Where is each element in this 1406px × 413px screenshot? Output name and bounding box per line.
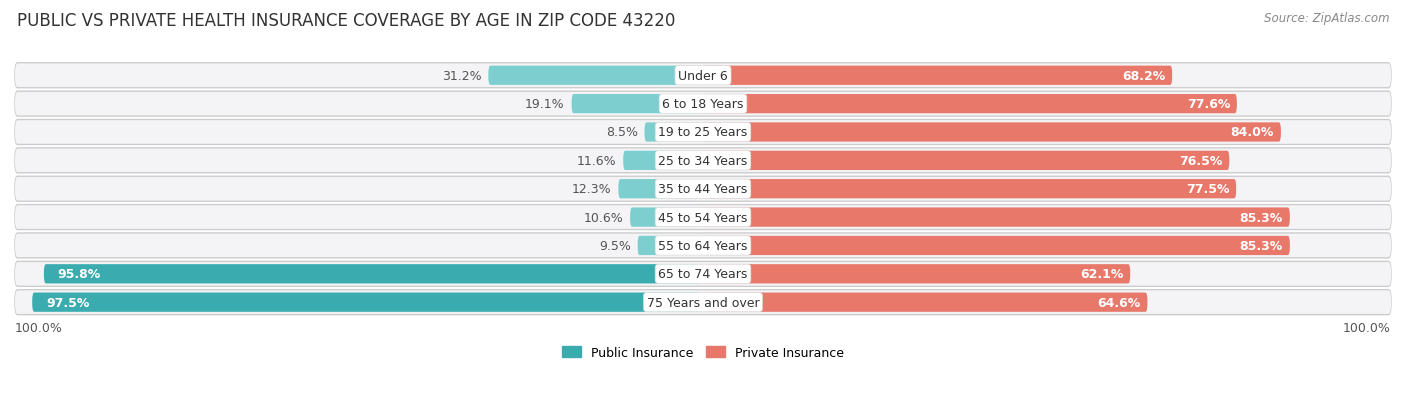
FancyBboxPatch shape — [703, 151, 1229, 171]
FancyBboxPatch shape — [15, 150, 1391, 173]
FancyBboxPatch shape — [703, 264, 1130, 284]
Text: 6 to 18 Years: 6 to 18 Years — [662, 98, 744, 111]
Text: Under 6: Under 6 — [678, 69, 728, 83]
FancyBboxPatch shape — [15, 93, 1391, 116]
FancyBboxPatch shape — [15, 120, 1391, 145]
Text: 64.6%: 64.6% — [1097, 296, 1140, 309]
Text: 84.0%: 84.0% — [1230, 126, 1274, 139]
FancyBboxPatch shape — [15, 121, 1391, 144]
FancyBboxPatch shape — [15, 149, 1391, 173]
Text: 11.6%: 11.6% — [576, 154, 616, 167]
Text: 31.2%: 31.2% — [441, 69, 481, 83]
Text: 85.3%: 85.3% — [1240, 211, 1284, 224]
Text: 97.5%: 97.5% — [46, 296, 90, 309]
Text: 19.1%: 19.1% — [524, 98, 565, 111]
FancyBboxPatch shape — [15, 178, 1391, 201]
FancyBboxPatch shape — [644, 123, 703, 142]
FancyBboxPatch shape — [703, 208, 1289, 227]
Text: 62.1%: 62.1% — [1080, 268, 1123, 280]
FancyBboxPatch shape — [703, 180, 1236, 199]
Text: 35 to 44 Years: 35 to 44 Years — [658, 183, 748, 196]
FancyBboxPatch shape — [703, 123, 1281, 142]
FancyBboxPatch shape — [15, 262, 1391, 287]
Text: 55 to 64 Years: 55 to 64 Years — [658, 240, 748, 252]
Text: 45 to 54 Years: 45 to 54 Years — [658, 211, 748, 224]
Text: 10.6%: 10.6% — [583, 211, 623, 224]
FancyBboxPatch shape — [15, 290, 1391, 315]
FancyBboxPatch shape — [488, 66, 703, 85]
FancyBboxPatch shape — [32, 293, 703, 312]
FancyBboxPatch shape — [638, 236, 703, 256]
FancyBboxPatch shape — [15, 263, 1391, 286]
FancyBboxPatch shape — [703, 236, 1289, 256]
Text: PUBLIC VS PRIVATE HEALTH INSURANCE COVERAGE BY AGE IN ZIP CODE 43220: PUBLIC VS PRIVATE HEALTH INSURANCE COVER… — [17, 12, 675, 30]
Text: 100.0%: 100.0% — [1343, 321, 1391, 334]
Text: 65 to 74 Years: 65 to 74 Years — [658, 268, 748, 280]
Text: 100.0%: 100.0% — [15, 321, 63, 334]
FancyBboxPatch shape — [15, 92, 1391, 117]
Text: 77.5%: 77.5% — [1185, 183, 1229, 196]
FancyBboxPatch shape — [572, 95, 703, 114]
Text: 77.6%: 77.6% — [1187, 98, 1230, 111]
Text: 85.3%: 85.3% — [1240, 240, 1284, 252]
FancyBboxPatch shape — [703, 293, 1147, 312]
FancyBboxPatch shape — [15, 234, 1391, 257]
FancyBboxPatch shape — [703, 66, 1173, 85]
Text: Source: ZipAtlas.com: Source: ZipAtlas.com — [1264, 12, 1389, 25]
FancyBboxPatch shape — [44, 264, 703, 284]
Text: 25 to 34 Years: 25 to 34 Years — [658, 154, 748, 167]
Text: 95.8%: 95.8% — [58, 268, 101, 280]
Text: 12.3%: 12.3% — [572, 183, 612, 196]
Text: 76.5%: 76.5% — [1180, 154, 1222, 167]
FancyBboxPatch shape — [15, 291, 1391, 314]
Legend: Public Insurance, Private Insurance: Public Insurance, Private Insurance — [557, 341, 849, 364]
Text: 19 to 25 Years: 19 to 25 Years — [658, 126, 748, 139]
Text: 75 Years and over: 75 Years and over — [647, 296, 759, 309]
FancyBboxPatch shape — [619, 180, 703, 199]
FancyBboxPatch shape — [15, 64, 1391, 88]
FancyBboxPatch shape — [15, 64, 1391, 88]
FancyBboxPatch shape — [15, 205, 1391, 230]
FancyBboxPatch shape — [703, 95, 1237, 114]
FancyBboxPatch shape — [15, 206, 1391, 229]
Text: 8.5%: 8.5% — [606, 126, 638, 139]
FancyBboxPatch shape — [623, 151, 703, 171]
Text: 9.5%: 9.5% — [599, 240, 631, 252]
Text: 68.2%: 68.2% — [1122, 69, 1166, 83]
FancyBboxPatch shape — [630, 208, 703, 227]
FancyBboxPatch shape — [15, 233, 1391, 258]
FancyBboxPatch shape — [15, 177, 1391, 202]
